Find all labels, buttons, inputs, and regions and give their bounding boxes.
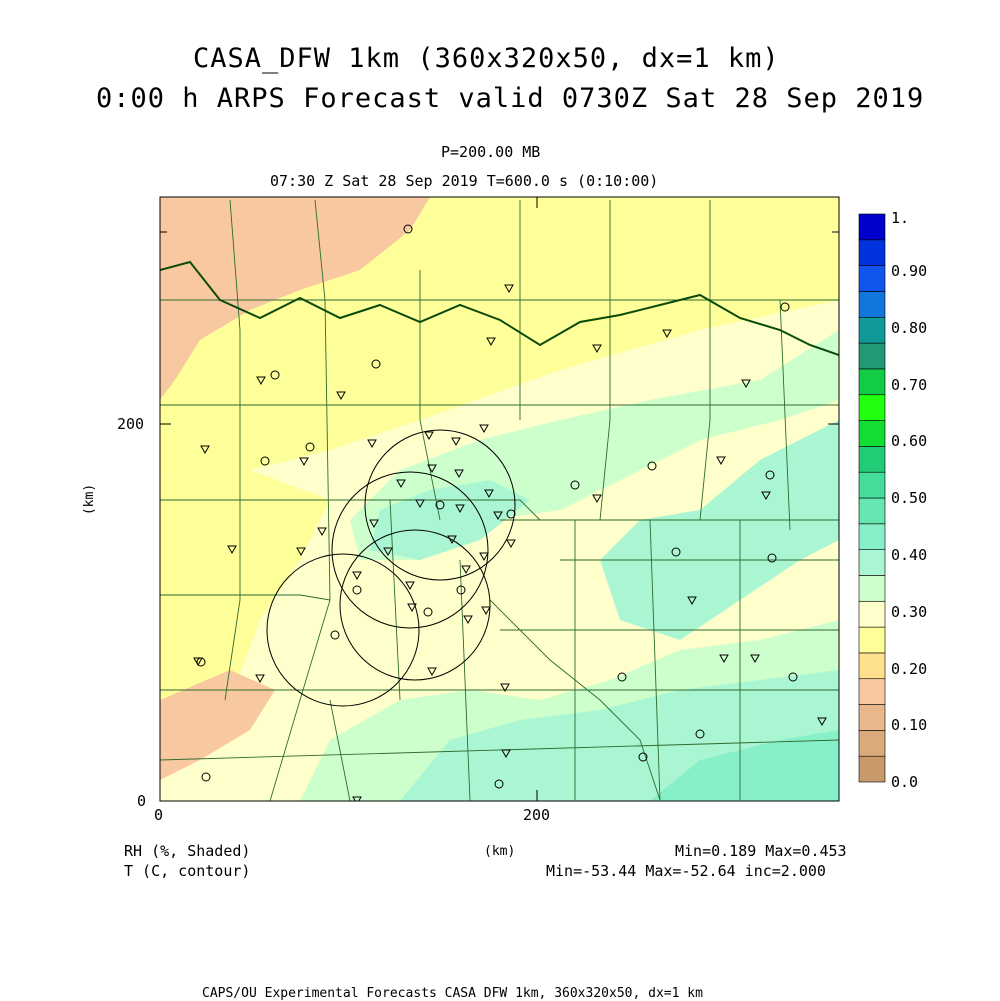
colorbar-swatch <box>858 600 886 628</box>
footer-credit: CAPS/OU Experimental Forecasts CASA DFW … <box>202 986 703 1001</box>
x-axis-unit: (km) <box>484 844 516 859</box>
colorbar-swatch <box>858 730 886 757</box>
title-line-2: 0:00 h ARPS Forecast valid 0730Z Sat 28 … <box>96 83 925 114</box>
colorbar-swatch <box>858 652 886 680</box>
colorbar-swatch <box>858 626 886 654</box>
y-tick-0: 0 <box>137 792 147 810</box>
map-frame <box>159 196 840 802</box>
y-axis-unit: (km) <box>82 483 98 516</box>
shaded-stats: Min=0.189 Max=0.453 <box>675 842 847 860</box>
colorbar-swatch <box>858 523 886 550</box>
colorbar-swatch <box>858 265 886 292</box>
colorbar-label-0.70: 0.70 <box>891 376 928 394</box>
x-tick-0: 0 <box>154 806 164 824</box>
colorbar <box>858 213 886 783</box>
colorbar-swatch <box>858 497 886 525</box>
colorbar-label-0.30: 0.30 <box>891 603 928 621</box>
colorbar-label-0.10: 0.10 <box>891 716 928 734</box>
radar-range-rings <box>266 429 516 707</box>
colorbar-swatch <box>858 342 886 370</box>
valid-time-label: 07:30 Z Sat 28 Sep 2019 T=600.0 s (0:10:… <box>270 172 659 190</box>
colorbar-label-0.50: 0.50 <box>891 489 928 507</box>
contour-field-label: T (C, contour) <box>124 862 251 880</box>
colorbar-swatch <box>858 368 886 396</box>
colorbar-swatch <box>858 316 886 344</box>
colorbar-label-0.20: 0.20 <box>891 660 928 678</box>
colorbar-swatch <box>858 755 886 783</box>
colorbar-swatch <box>858 575 886 602</box>
axis-ticks <box>159 197 839 801</box>
station-markers <box>193 224 827 801</box>
state-boundary <box>160 260 839 356</box>
colorbar-swatch <box>858 394 886 421</box>
colorbar-swatch <box>858 213 886 241</box>
colorbar-label-0.60: 0.60 <box>891 432 928 450</box>
colorbar-label-0.0: 0.0 <box>891 773 919 791</box>
colorbar-label-0.80: 0.80 <box>891 319 928 337</box>
title-line-1: CASA_DFW 1km (360x320x50, dx=1 km) <box>193 43 780 74</box>
county-boundaries <box>160 199 839 801</box>
colorbar-swatch <box>858 471 886 499</box>
colorbar-swatch <box>858 549 886 576</box>
colorbar-label-0.90: 0.90 <box>891 262 928 280</box>
colorbar-swatch <box>858 446 886 473</box>
colorbar-swatch <box>858 291 886 318</box>
colorbar-swatch <box>858 678 886 705</box>
colorbar-label-1: 1. <box>891 209 910 227</box>
colorbar-label-0.40: 0.40 <box>891 546 928 564</box>
y-tick-200: 200 <box>117 415 145 433</box>
shaded-field-label: RH (%, Shaded) <box>124 842 251 860</box>
x-tick-200: 200 <box>523 806 551 824</box>
colorbar-swatch <box>858 420 886 447</box>
colorbar-swatch <box>858 239 886 266</box>
colorbar-swatch <box>858 704 886 731</box>
rh-shaded-field <box>160 197 839 801</box>
level-label: P=200.00 MB <box>441 143 541 161</box>
contour-stats: Min=-53.44 Max=-52.64 inc=2.000 <box>546 862 826 880</box>
river <box>489 599 661 801</box>
